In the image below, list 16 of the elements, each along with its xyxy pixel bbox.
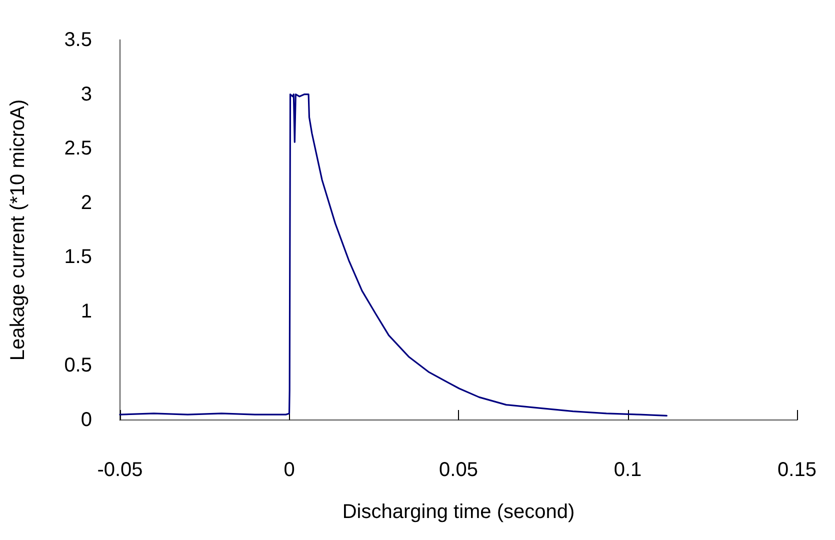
y-axis-title: Leakage current (*10 microA) — [7, 99, 29, 361]
x-tick-label: -0.05 — [97, 459, 143, 481]
x-tick-label: 0.15 — [778, 459, 816, 481]
y-tick-label: 3 — [80, 83, 92, 106]
y-tick-label: 0 — [80, 409, 92, 431]
x-tick-label: 0.05 — [439, 459, 478, 481]
y-tick-label: 1.5 — [64, 246, 92, 268]
y-tick-label: 0.5 — [64, 354, 92, 377]
y-tick-label: 3.5 — [64, 29, 92, 51]
y-tick-label: 2 — [80, 192, 92, 214]
y-tick-label: 1 — [80, 300, 92, 322]
line-series — [119, 93, 668, 416]
x-axis-title: Discharging time (second) — [342, 501, 575, 523]
x-tick-label: 0 — [284, 459, 295, 481]
y-tick-label: 2.5 — [64, 138, 92, 160]
x-tick-label: 0.1 — [614, 459, 642, 481]
